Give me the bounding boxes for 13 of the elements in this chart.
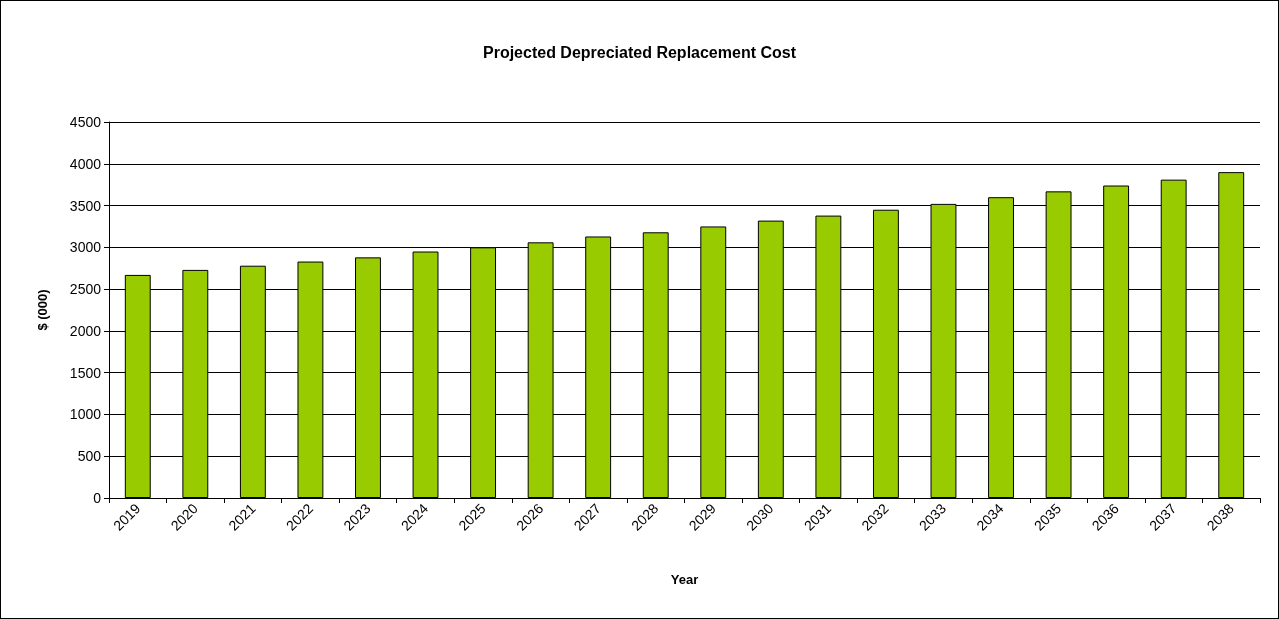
y-tick-label: 3000	[69, 239, 102, 256]
x-axis-title: Year	[670, 572, 699, 587]
y-tick-label: 2500	[69, 281, 102, 298]
chart-title: Projected Depreciated Replacement Cost	[483, 43, 797, 61]
y-tick-label: 1000	[69, 406, 102, 423]
y-tick-label: 1500	[69, 364, 102, 381]
y-tick-label: 3500	[69, 197, 102, 214]
y-tick-label: 2000	[69, 322, 102, 339]
y-tick-label: 0	[93, 490, 102, 506]
y-axis-title: $ (000)	[35, 289, 50, 331]
y-tick-label: 500	[77, 448, 102, 465]
y-tick-label: 4000	[69, 155, 102, 172]
y-tick-label: 4500	[69, 114, 102, 130]
